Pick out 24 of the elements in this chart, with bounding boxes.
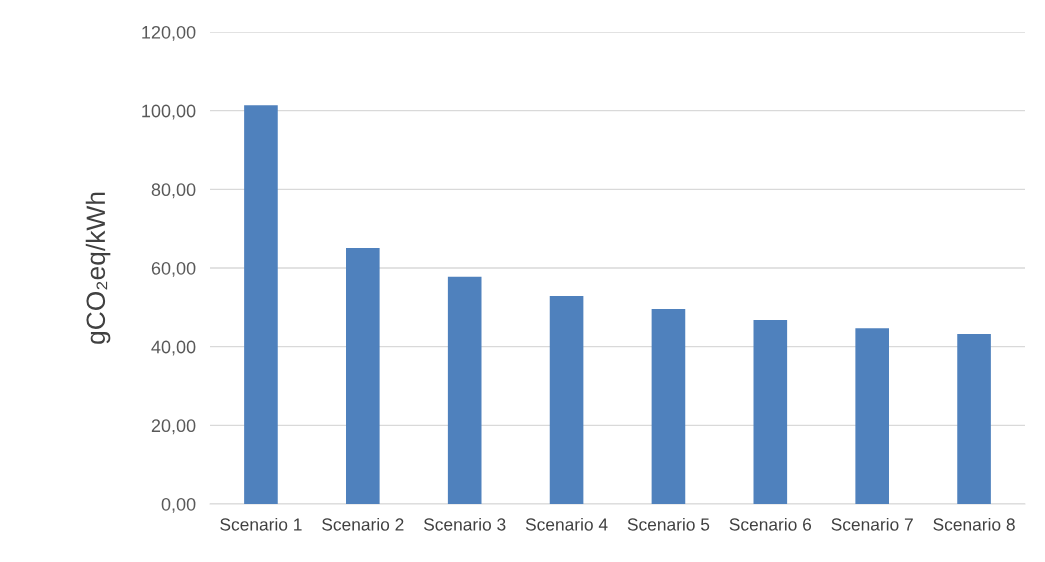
y-tick-label: 120,00 <box>142 25 196 41</box>
x-tick-label: Scenario 2 <box>322 517 404 531</box>
bar <box>957 334 991 504</box>
y-tick-label: 20,00 <box>151 419 196 435</box>
y-tick-label: 40,00 <box>151 340 196 356</box>
y-tick-label: 60,00 <box>151 261 196 277</box>
x-tick-label: Scenario 3 <box>423 517 506 531</box>
bar <box>651 308 686 504</box>
bar <box>855 328 889 504</box>
y-tick-label: 100,00 <box>142 104 196 120</box>
x-tick-label: Scenario 5 <box>627 517 710 531</box>
x-tick-label: Scenario 7 <box>831 517 913 531</box>
x-tick-label: Scenario 1 <box>220 517 302 531</box>
bar <box>447 276 482 504</box>
bar <box>346 247 380 504</box>
y-tick-label: 0,00 <box>161 497 196 513</box>
bar <box>549 295 584 504</box>
y-tick-label: 80,00 <box>151 183 196 199</box>
bar <box>244 105 278 504</box>
x-tick-label: Scenario 6 <box>729 517 812 531</box>
x-tick-label: Scenario 4 <box>525 517 608 531</box>
y-axis-title: gCO₂eq/kWh <box>85 192 111 344</box>
bar <box>753 319 788 504</box>
x-tick-label: Scenario 8 <box>933 517 1015 531</box>
